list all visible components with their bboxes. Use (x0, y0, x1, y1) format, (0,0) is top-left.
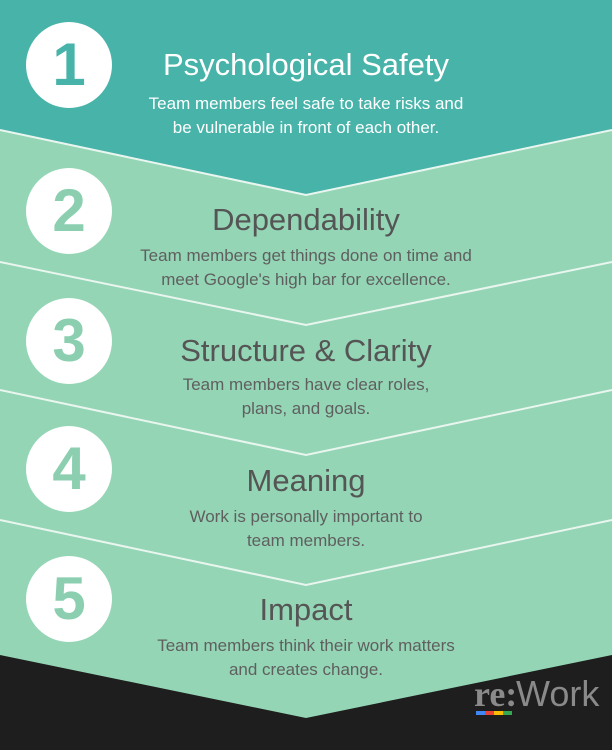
number-badge-1: 1 (26, 22, 112, 108)
number-badge-2: 2 (26, 168, 112, 254)
item-3-description-line-1: Team members have clear roles, (182, 375, 430, 394)
section-5-shape (0, 520, 612, 718)
item-4-description-line-2: team members. (246, 531, 366, 550)
item-5-description-line-2: and creates change. (228, 660, 384, 679)
item-5-title: Impact (259, 592, 353, 627)
item-1-description: Team members feel safe to take risks and… (0, 92, 612, 140)
item-1-description-line-2: be vulnerable in front of each other. (172, 118, 440, 137)
section-2-shape (0, 130, 612, 325)
section-3-shape (0, 262, 612, 455)
logo-color-bar (476, 711, 512, 715)
logo-suffix: Work (516, 673, 600, 714)
item-4-description-line-1: Work is personally important to (189, 507, 423, 526)
divider-line (0, 519, 612, 587)
item-1-title: Psychological Safety (0, 47, 612, 83)
item-3-description: Team members have clear roles, plans, an… (0, 373, 612, 421)
section-1-shape (0, 0, 612, 195)
item-2-description-line-2: meet Google's high bar for excellence. (161, 270, 451, 289)
item-2-title: Dependability (212, 202, 400, 237)
item-3-description-line-2: plans, and goals. (241, 399, 371, 418)
item-2-description: Team members get things done on time and… (0, 244, 612, 292)
item-5-description: Team members think their work matters an… (0, 634, 612, 682)
item-5-description-line-1: Team members think their work matters (157, 636, 455, 655)
section-4-shape (0, 390, 612, 585)
item-4-title: Meaning (246, 463, 366, 498)
number-badge-4: 4 (26, 426, 112, 512)
item-3-title: Structure & Clarity (180, 333, 432, 368)
divider-line (0, 389, 612, 457)
item-4-description: Work is personally important to team mem… (0, 505, 612, 553)
item-2-description-line-1: Team members get things done on time and (140, 246, 472, 265)
logo-prefix: re: (474, 674, 518, 714)
number-badge-3: 3 (26, 298, 112, 384)
divider-line (0, 129, 612, 197)
item-1-description-line-1: Team members feel safe to take risks and (148, 94, 464, 113)
item-1-title-text: Psychological Safety (162, 47, 450, 82)
divider-line (0, 261, 612, 327)
number-badge-5: 5 (26, 556, 112, 642)
